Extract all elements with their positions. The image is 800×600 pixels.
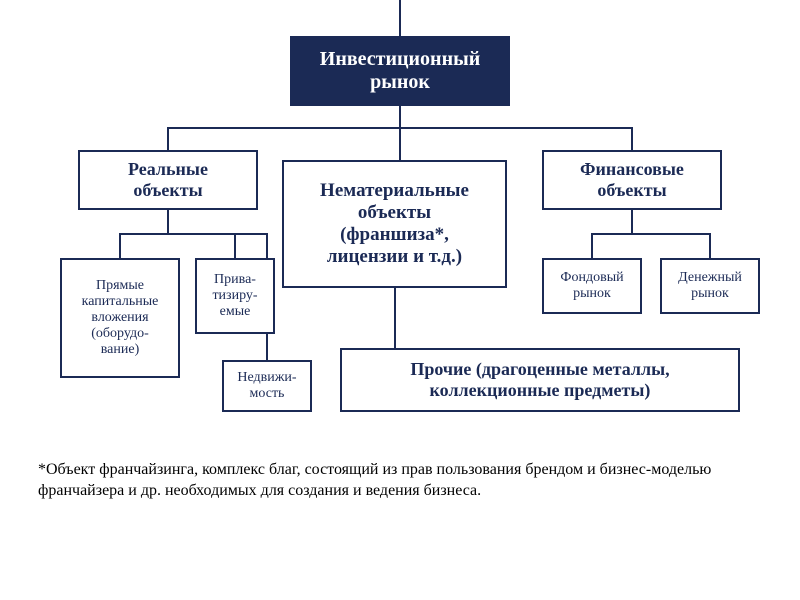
node-stock: Фондовый рынок <box>542 258 642 314</box>
node-direct: Прямые капитальные вложения (оборудо- ва… <box>60 258 180 378</box>
node-root: Инвестиционный рынок <box>290 36 510 106</box>
node-money: Денежный рынок <box>660 258 760 314</box>
node-intang: Нематериальные объекты (франшиза*, лицен… <box>282 160 507 288</box>
node-real: Реальные объекты <box>78 150 258 210</box>
node-other: Прочие (драгоценные металлы, коллекционн… <box>340 348 740 412</box>
node-fin: Финансовые объекты <box>542 150 722 210</box>
footnote-text: *Объект франчайзинга, комплекс благ, сос… <box>38 460 768 502</box>
node-priv: Прива- тизиру- емые <box>195 258 275 334</box>
node-realest: Недвижи- мость <box>222 360 312 412</box>
